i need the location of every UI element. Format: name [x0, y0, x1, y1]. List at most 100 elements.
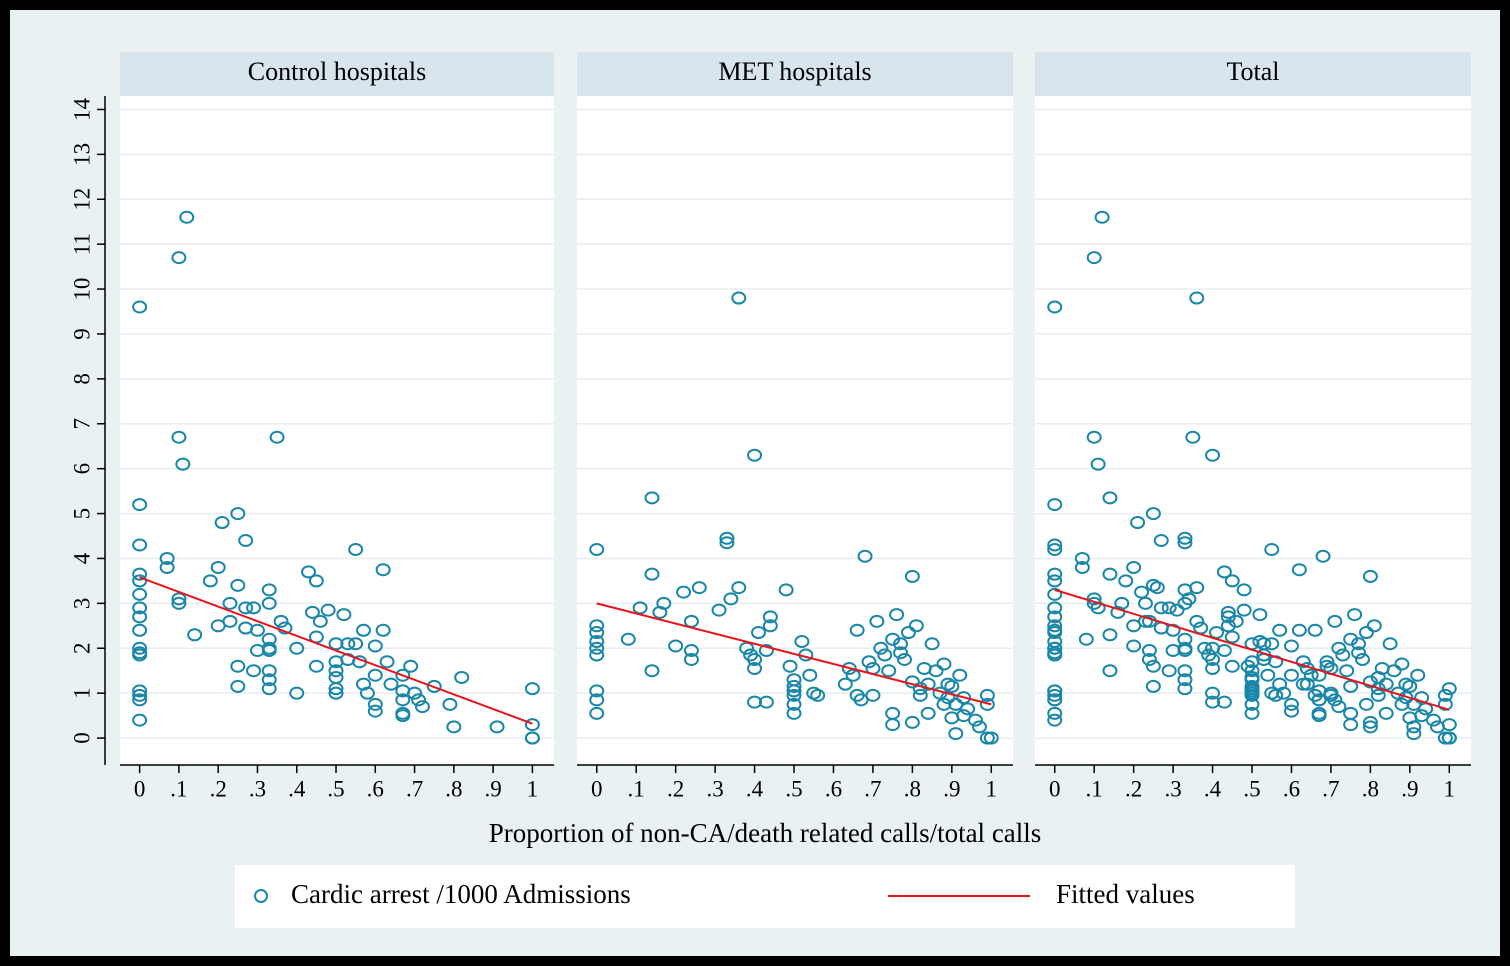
point	[1074, 551, 1090, 565]
point	[1331, 700, 1347, 714]
panel-title: MET hospitals	[718, 57, 871, 86]
point	[1220, 610, 1236, 624]
point	[786, 706, 802, 720]
point	[589, 648, 605, 662]
point	[1134, 585, 1150, 599]
point	[900, 626, 916, 640]
point	[1358, 697, 1374, 711]
point	[238, 601, 254, 615]
point	[132, 610, 148, 624]
point	[1260, 668, 1276, 682]
x-tick-label: .5	[1243, 776, 1260, 801]
point	[1086, 251, 1102, 265]
x-tick-label: 1	[986, 776, 998, 801]
point	[273, 614, 289, 628]
point	[908, 619, 924, 633]
point	[644, 567, 660, 581]
point	[1189, 581, 1205, 595]
point	[395, 709, 411, 723]
point	[1335, 648, 1351, 662]
point	[589, 693, 605, 707]
y-tick-label: 10	[69, 278, 94, 301]
point	[1094, 210, 1110, 224]
point	[971, 720, 987, 734]
x-tick-label: .3	[1164, 776, 1181, 801]
point	[786, 688, 802, 702]
x-tick-label: .6	[1283, 776, 1300, 801]
fit-line	[1054, 588, 1450, 711]
point	[132, 601, 148, 615]
point	[1205, 661, 1221, 675]
point	[956, 691, 972, 705]
point	[802, 668, 818, 682]
point	[762, 610, 778, 624]
point	[1303, 668, 1319, 682]
point	[375, 563, 391, 577]
point	[885, 718, 901, 732]
point	[683, 644, 699, 658]
legend-label: Cardic arrest /1000 Admissions	[291, 879, 631, 909]
x-tick-label: .9	[484, 776, 501, 801]
point	[1283, 639, 1299, 653]
point	[1078, 632, 1094, 646]
point	[328, 637, 344, 651]
point	[1264, 542, 1280, 556]
point	[920, 677, 936, 691]
point	[676, 585, 692, 599]
point	[159, 560, 175, 574]
point	[1252, 635, 1268, 649]
point	[132, 641, 148, 655]
x-tick-label: .1	[170, 776, 187, 801]
point	[968, 713, 984, 727]
point	[1315, 549, 1331, 563]
point	[1074, 560, 1090, 574]
x-tick-label: .8	[904, 776, 921, 801]
point	[407, 686, 423, 700]
point	[187, 628, 203, 642]
point	[320, 603, 336, 617]
panel-title: Total	[1226, 57, 1279, 86]
point	[1437, 697, 1453, 711]
point	[261, 673, 277, 687]
point	[940, 691, 956, 705]
point	[214, 516, 230, 530]
point	[210, 560, 226, 574]
point	[1362, 675, 1378, 689]
plot-area	[1035, 96, 1471, 765]
point	[1118, 574, 1134, 588]
point	[857, 549, 873, 563]
point	[1177, 664, 1193, 678]
point	[841, 661, 857, 675]
x-tick-label: 0	[134, 776, 146, 801]
point	[1102, 567, 1118, 581]
point	[589, 626, 605, 640]
point	[171, 596, 187, 610]
point	[261, 682, 277, 696]
point	[786, 697, 802, 711]
point	[340, 637, 356, 651]
point	[1047, 601, 1063, 615]
point	[1414, 691, 1430, 705]
point	[222, 596, 238, 610]
point	[1394, 657, 1410, 671]
x-tick-label: .7	[1322, 776, 1339, 801]
point	[589, 706, 605, 720]
fit-line	[596, 602, 992, 706]
point	[132, 498, 148, 512]
point	[1406, 727, 1422, 741]
point	[379, 655, 395, 669]
point	[132, 693, 148, 707]
plot-area	[120, 96, 554, 765]
point	[1149, 581, 1165, 595]
point	[132, 684, 148, 698]
legend-label: Fitted values	[1056, 879, 1195, 909]
y-tick-label: 7	[69, 418, 94, 430]
point	[1236, 583, 1252, 597]
x-tick-label: 1	[1444, 776, 1456, 801]
point	[489, 720, 505, 734]
point	[1272, 623, 1288, 637]
point	[1295, 677, 1311, 691]
panel-title: Control hospitals	[248, 57, 426, 86]
x-tick-label: .7	[406, 776, 423, 801]
